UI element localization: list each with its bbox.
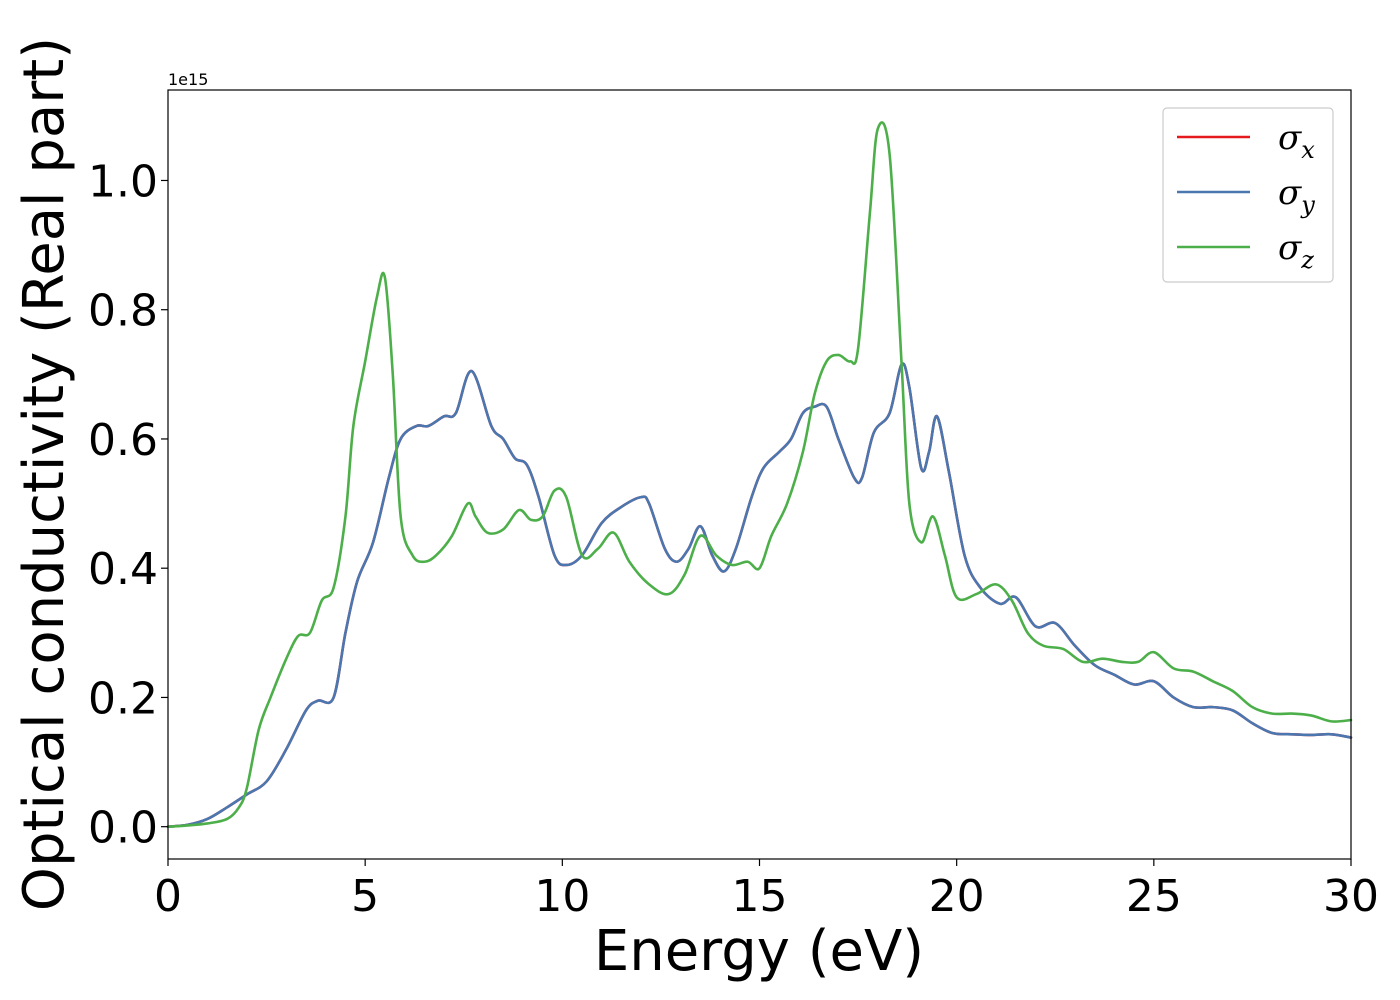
- x-tick-label: 20: [929, 871, 985, 922]
- legend-box: [1162, 107, 1334, 283]
- series-layer: [166, 121, 1353, 828]
- x-tick-label: 0: [154, 871, 182, 922]
- series-line-sigma-z: [166, 121, 1353, 828]
- y-axis: 0.0 0.2 0.4 0.6 0.8 1.0: [88, 156, 168, 854]
- x-axis: 0 5 10 15 20 25 30: [154, 859, 1379, 922]
- y-offset-label: 1e15: [168, 70, 208, 89]
- x-tick-label: 30: [1323, 871, 1379, 922]
- y-tick-label: 1.0: [88, 156, 158, 207]
- y-tick-label: 0.6: [88, 415, 158, 466]
- y-tick-label: 0.2: [88, 673, 158, 724]
- x-tick-label: 10: [534, 871, 590, 922]
- series-line-sigma-x: [166, 362, 1353, 828]
- series-line-sigma-y: [166, 362, 1353, 828]
- x-tick-label: 5: [351, 871, 379, 922]
- y-tick-label: 0.4: [88, 544, 158, 595]
- y-tick-label: 0.0: [88, 803, 158, 854]
- x-tick-label: 25: [1126, 871, 1182, 922]
- x-tick-label: 15: [732, 871, 788, 922]
- y-tick-label: 0.8: [88, 286, 158, 337]
- x-axis-label: Energy (eV): [594, 919, 924, 984]
- y-axis-label: Optical conductivity (Real part): [12, 37, 77, 911]
